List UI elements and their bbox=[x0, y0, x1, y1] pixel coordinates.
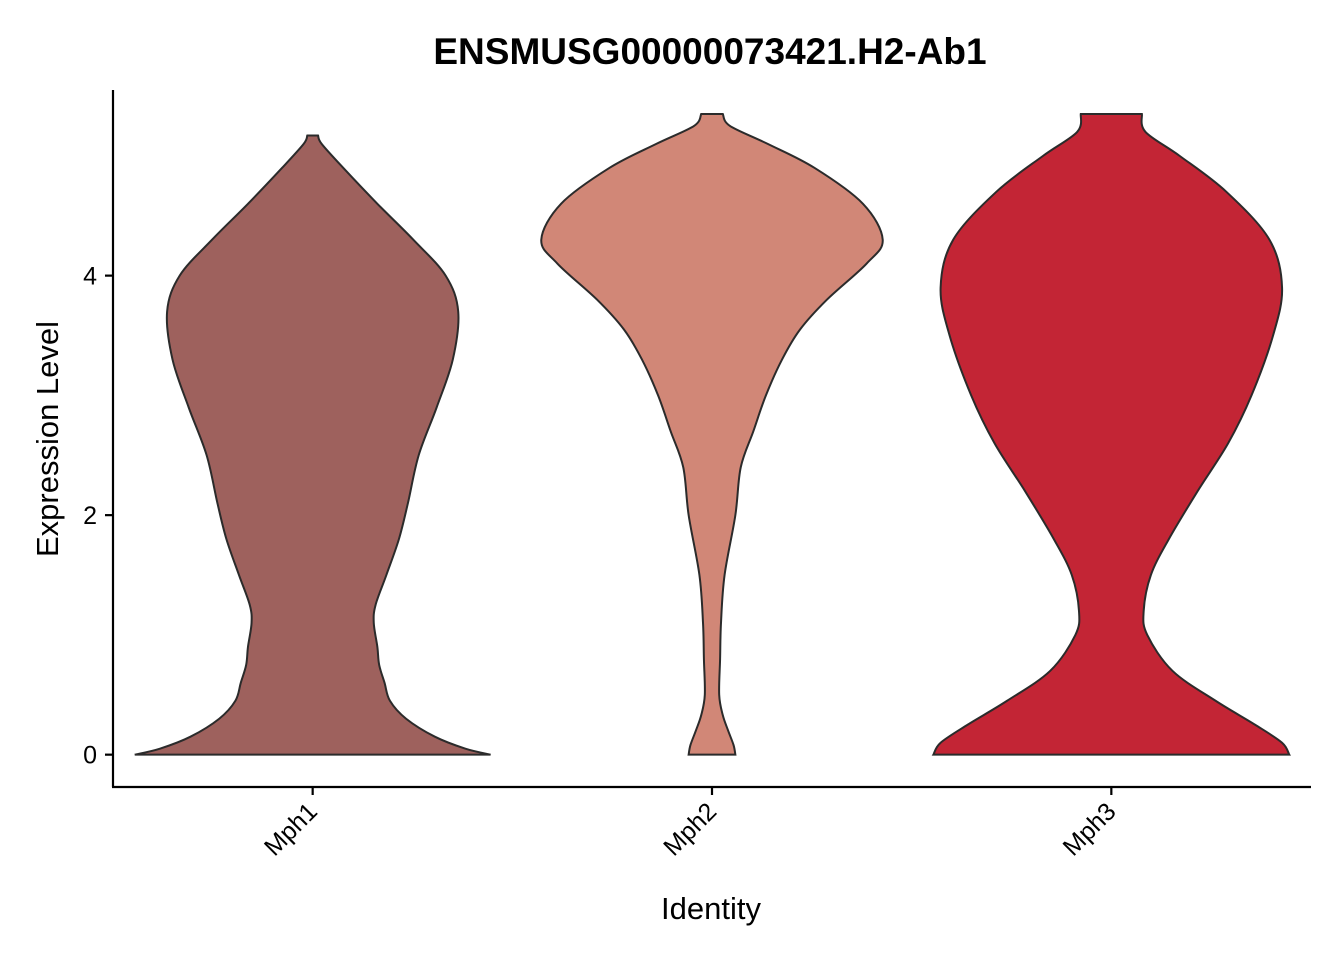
y-axis-ticks: 0 2 4 bbox=[83, 263, 113, 770]
x-axis-label: Identity bbox=[661, 891, 761, 926]
y-tick-label: 0 bbox=[83, 742, 97, 770]
x-tick-label-mph1: Mph1 bbox=[259, 797, 323, 861]
y-tick-label: 4 bbox=[83, 263, 97, 291]
violin-mph3 bbox=[931, 112, 1292, 756]
violin-mph1 bbox=[134, 134, 491, 756]
violin-group bbox=[134, 112, 1292, 756]
y-axis-label: Expression Level bbox=[30, 321, 65, 557]
violin-mph2 bbox=[540, 112, 884, 756]
chart-title: ENSMUSG00000073421.H2-Ab1 bbox=[433, 31, 986, 72]
x-axis-ticks: Mph1 Mph2 Mph3 bbox=[259, 787, 1122, 861]
x-tick-label-mph2: Mph2 bbox=[658, 797, 722, 861]
y-tick-label: 2 bbox=[83, 502, 97, 530]
x-tick-label-mph3: Mph3 bbox=[1058, 797, 1122, 861]
